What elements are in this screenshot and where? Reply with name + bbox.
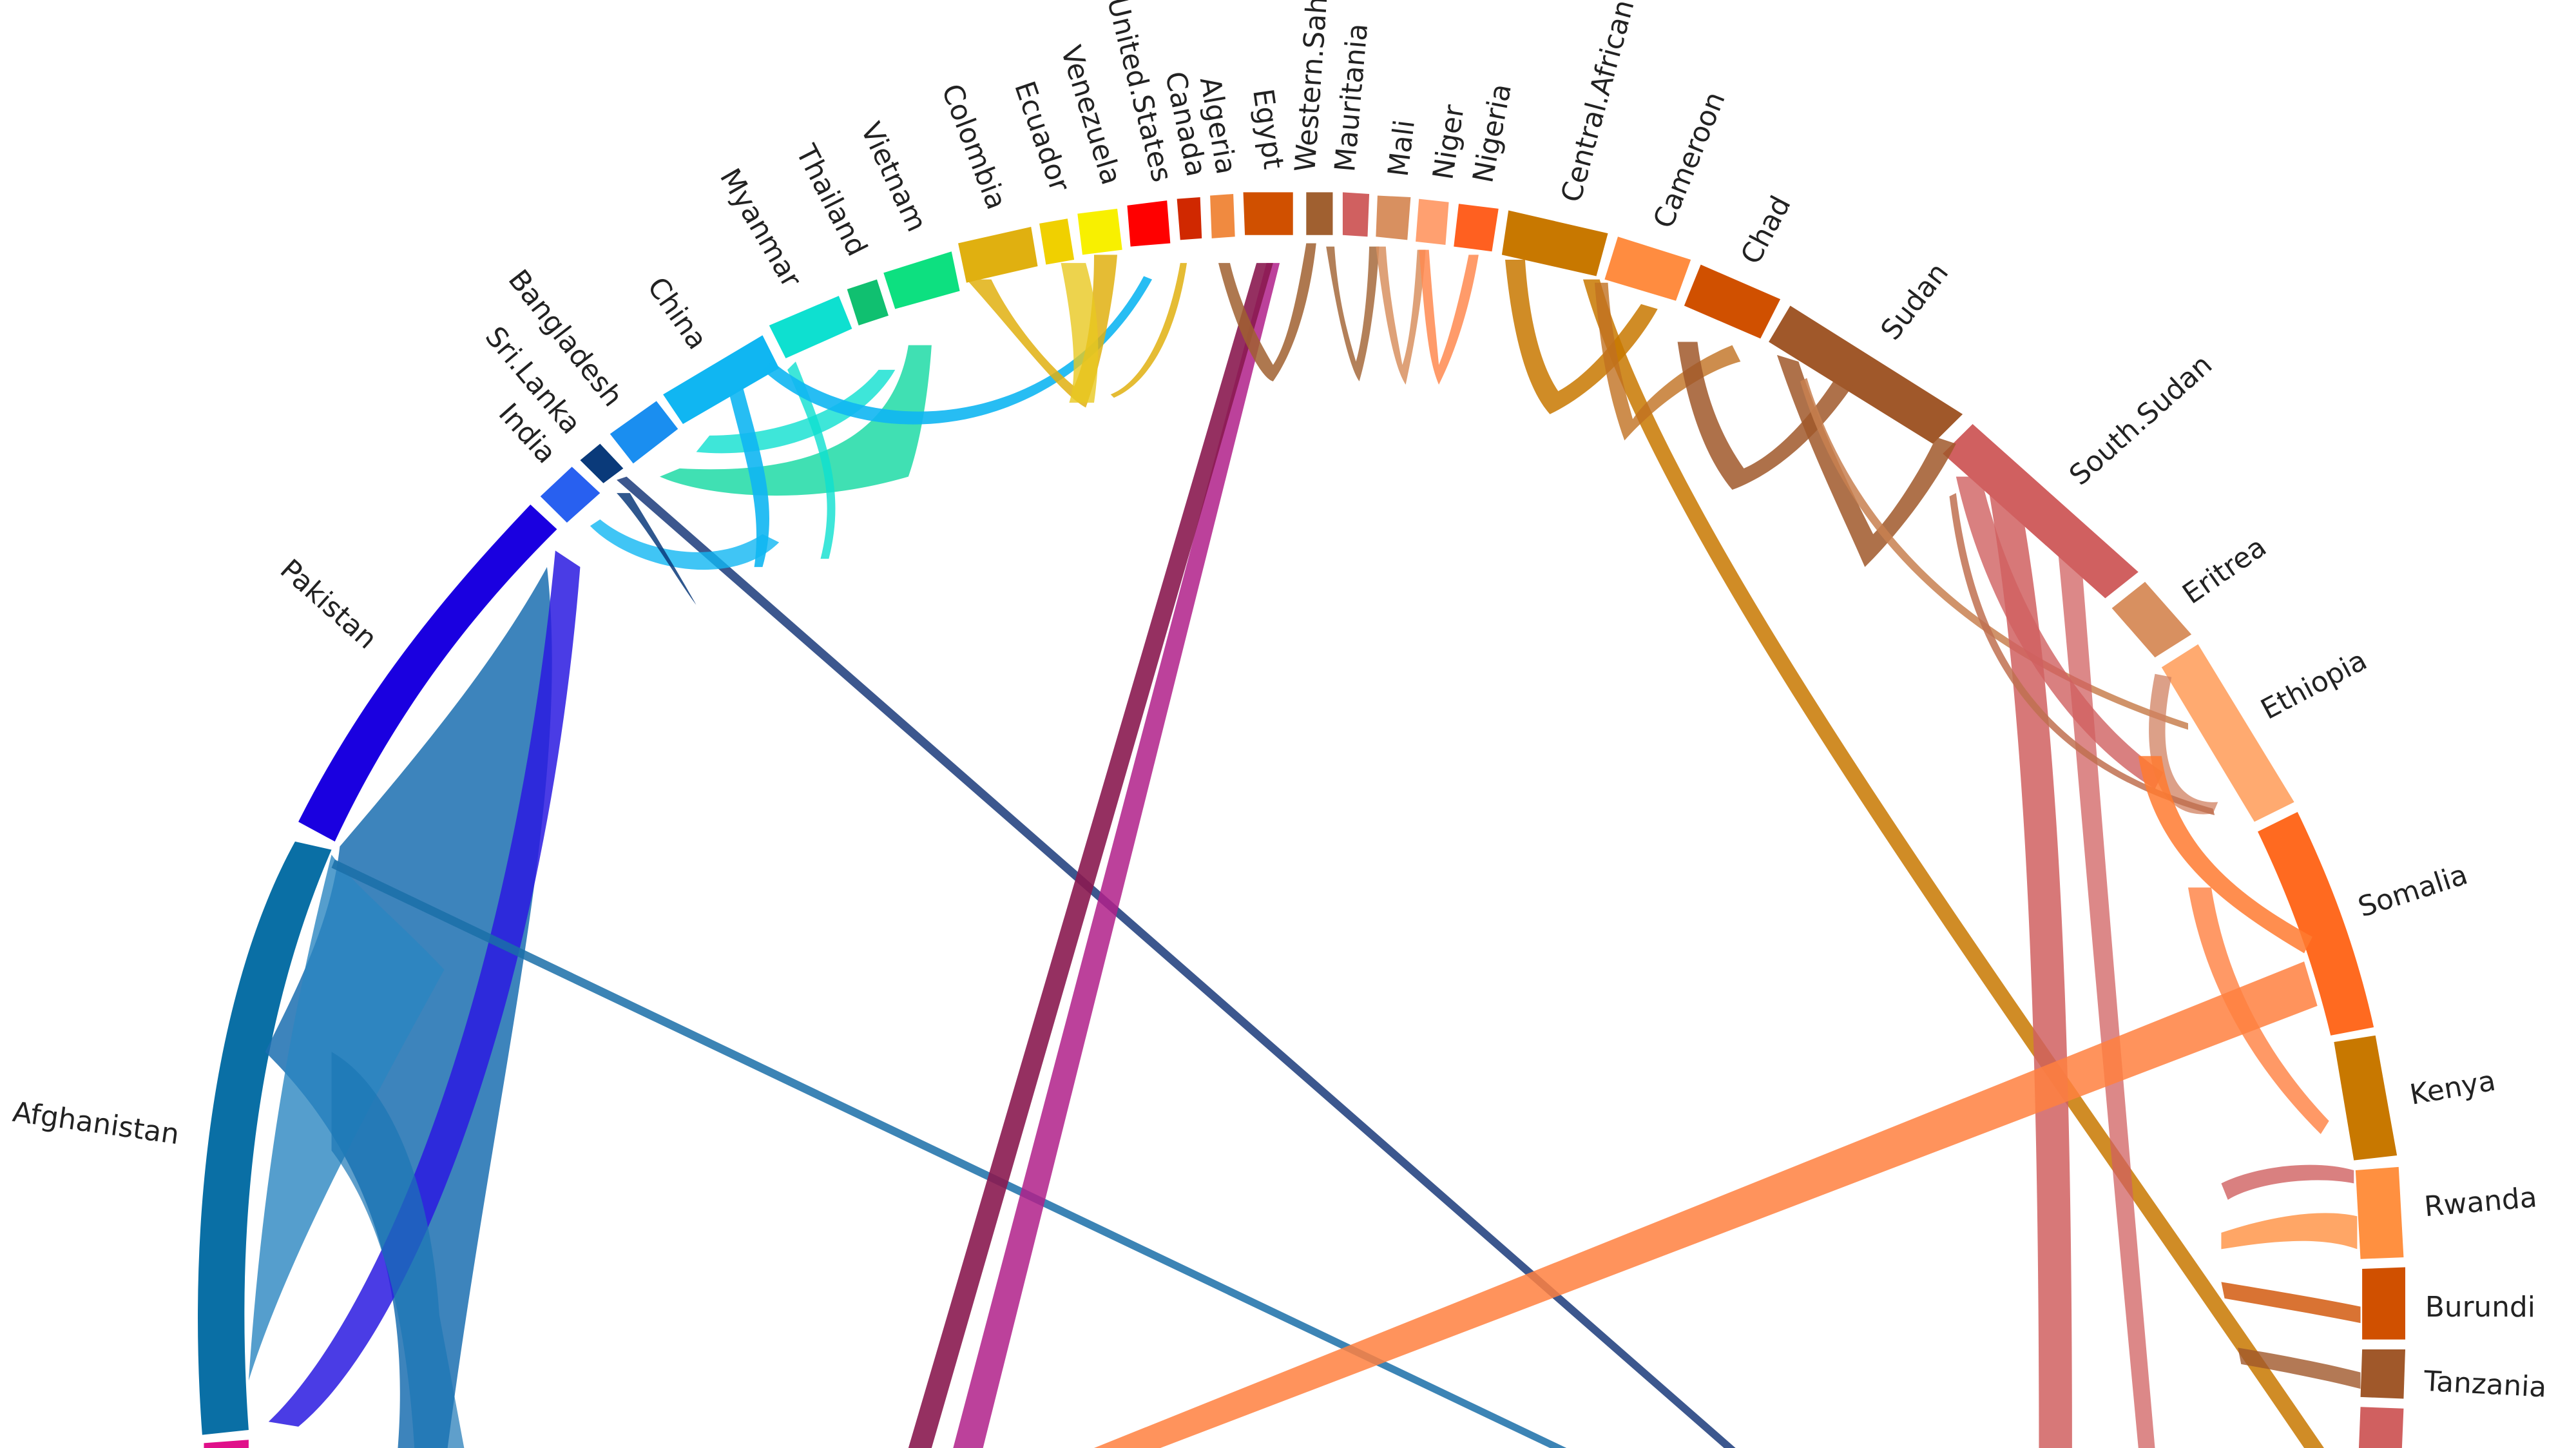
label-centralafrican: Central.African xyxy=(1555,0,1641,206)
label-southsudan: South.Sudan xyxy=(2064,349,2219,492)
segment-bangladesh xyxy=(610,401,678,464)
label-vietnam: Vietnam xyxy=(854,118,933,237)
segment-vietnam xyxy=(883,251,960,309)
segment-niger xyxy=(1416,198,1449,246)
label-mauritania: Mauritania xyxy=(1329,22,1374,173)
label-thailand: Thailand xyxy=(789,139,873,261)
segment-srilanka xyxy=(580,443,624,483)
segment-cameroon xyxy=(1604,237,1691,301)
chord-asia-3 xyxy=(590,519,780,570)
segment-thailand xyxy=(847,279,889,326)
chord-sudan-2 xyxy=(1776,354,1956,567)
label-myanmar: Myanmar xyxy=(713,163,807,293)
chord-tanzania-self xyxy=(2238,1347,2361,1389)
label-egypt: Egypt xyxy=(1246,87,1289,171)
label-nigeria: Nigeria xyxy=(1467,81,1518,186)
segment-venezuela xyxy=(1077,208,1122,255)
chord-westafrica-1 xyxy=(1218,243,1316,381)
chord-canada-thin xyxy=(1110,263,1187,398)
chord-southsudan-2 xyxy=(2055,526,2155,1448)
chord-egypt-purple xyxy=(953,263,1280,1448)
chord-somalia-ethiopia xyxy=(2138,756,2312,954)
segment-unitedstates xyxy=(1127,200,1171,247)
label-sudan: Sudan xyxy=(1875,257,1955,346)
segment-burundi xyxy=(2362,1267,2406,1340)
label-cameroon: Cameroon xyxy=(1648,88,1732,233)
chord-westafrica-2 xyxy=(1326,246,1379,381)
chord-asia-1 xyxy=(659,345,932,496)
segment-kenya xyxy=(2334,1035,2398,1161)
segment-canada xyxy=(1177,197,1202,240)
chord-kenya-rwanda xyxy=(2221,1164,2354,1200)
label-ecuador: Ecuador xyxy=(1008,77,1076,196)
segment-tanzania xyxy=(2360,1349,2406,1399)
segment-mali xyxy=(1376,195,1411,240)
chord-ribbons xyxy=(248,243,2361,1448)
chord-somalia-longline xyxy=(1093,961,2318,1448)
chord-afghanistan-inner xyxy=(331,1052,465,1448)
chord-asia-5 xyxy=(787,362,836,559)
chord-asia-6 xyxy=(617,493,697,605)
label-mali: Mali xyxy=(1382,118,1421,178)
chord-colombia-self xyxy=(966,255,1118,408)
chord-sudan-1 xyxy=(1677,342,1870,490)
segment-westernsahara xyxy=(1306,192,1333,235)
segment-india xyxy=(540,467,601,523)
segment-myanmar xyxy=(769,296,852,359)
label-colombia: Colombia xyxy=(935,80,1013,214)
segment-somalia xyxy=(2258,811,2374,1036)
segment-algeria xyxy=(1210,193,1235,238)
chord-pakistan-return xyxy=(268,550,581,1427)
label-afghanistan: Afghanistan xyxy=(10,1096,181,1151)
chord-egypt-maroon xyxy=(908,263,1273,1448)
segment-ecuador xyxy=(1039,218,1075,265)
label-chad: Chad xyxy=(1735,191,1797,269)
segment-afghanistan xyxy=(198,841,332,1435)
chord-southsudan-long xyxy=(1989,493,2072,1448)
country-segments xyxy=(198,192,2406,1448)
chord-cameroon-chad xyxy=(1594,282,1741,441)
label-kenya: Kenya xyxy=(2407,1065,2497,1112)
chord-venezuela-colombia xyxy=(1061,263,1099,403)
chord-asia-4 xyxy=(729,386,769,567)
chord-somalia-kenya xyxy=(2187,887,2329,1134)
segment-southsudan xyxy=(1943,424,2139,599)
label-pakistan: Pakistan xyxy=(274,554,383,655)
label-china: China xyxy=(640,272,713,356)
label-eritrea: Eritrea xyxy=(2177,531,2273,611)
chord-rwanda-burundi xyxy=(2221,1213,2358,1250)
segment-pakistan xyxy=(298,505,557,842)
segment-bottom-left xyxy=(204,1440,249,1448)
segment-eritrea xyxy=(2111,581,2192,658)
label-niger: Niger xyxy=(1427,102,1471,182)
segment-chad xyxy=(1684,264,1781,339)
label-tanzania: Tanzania xyxy=(2423,1366,2548,1404)
chord-afghanistan-longline xyxy=(331,859,1567,1448)
segment-nigeria xyxy=(1454,204,1499,252)
segment-sudan xyxy=(1769,305,1963,444)
chord-westafrica-3 xyxy=(1376,246,1426,385)
label-somalia: Somalia xyxy=(2354,859,2472,924)
label-rwanda: Rwanda xyxy=(2423,1182,2538,1224)
chord-westafrica-4 xyxy=(1419,249,1479,385)
segment-ethiopia xyxy=(2161,644,2294,822)
segment-china xyxy=(663,335,780,425)
chord-car-self xyxy=(1505,259,1658,414)
chord-srilanka-longline xyxy=(617,476,1736,1448)
segment-egypt xyxy=(1243,192,1293,235)
label-westernsahara: Western.Sahara xyxy=(1289,0,1337,173)
segment-bottom-right xyxy=(2358,1407,2404,1448)
label-ethiopia: Ethiopia xyxy=(2256,644,2372,726)
segment-colombia xyxy=(958,226,1038,283)
segment-centralafrican xyxy=(1501,210,1608,276)
segment-mauritania xyxy=(1342,192,1370,237)
chord-eritrea-thin xyxy=(1949,493,2215,816)
label-burundi: Burundi xyxy=(2425,1291,2535,1324)
chord-burundi-tanzania xyxy=(2221,1282,2361,1324)
segment-rwanda xyxy=(2355,1166,2404,1259)
